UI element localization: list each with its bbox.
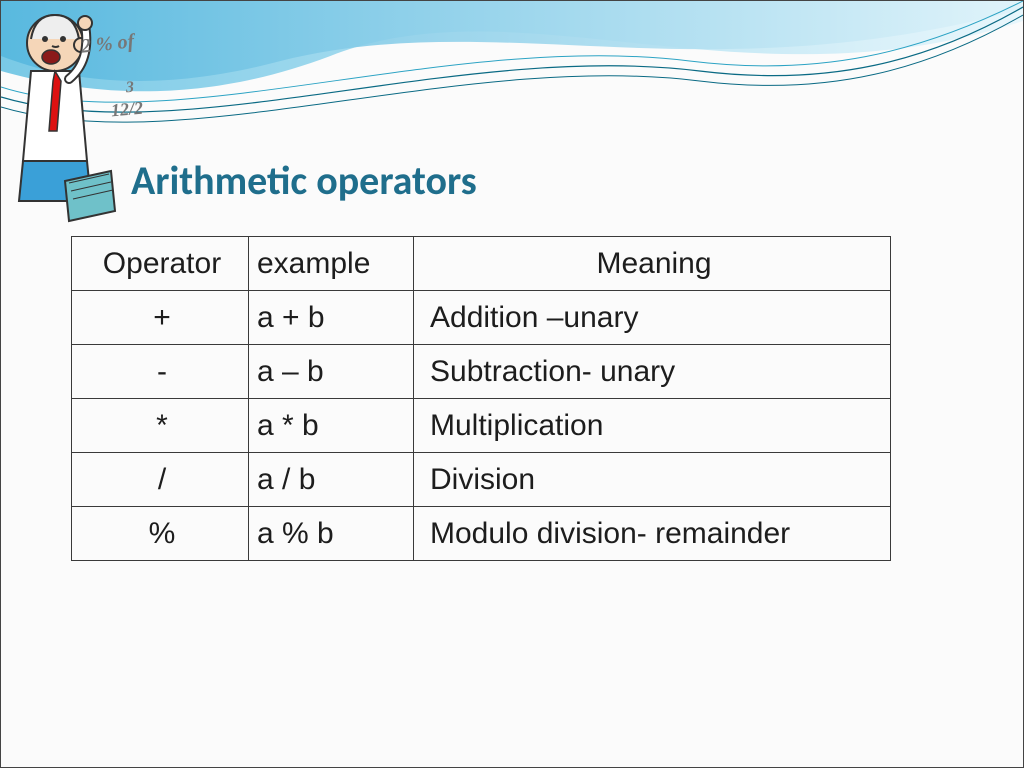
slide-title: Arithmetic operators	[131, 156, 477, 205]
cell-operator: %	[72, 507, 249, 561]
cell-operator: /	[72, 453, 249, 507]
chalk-scribble: 3	[125, 79, 134, 98]
cell-example: a * b	[249, 399, 414, 453]
col-header-meaning: Meaning	[414, 237, 891, 291]
operators-table: Operator example Meaning + a + b Additio…	[71, 236, 891, 561]
chalk-scribble: 12/2	[110, 98, 144, 122]
cell-example: a % b	[249, 507, 414, 561]
slide: 2 % of 3 12/2 Arithmetic operators Opera…	[0, 0, 1024, 768]
table-row: % a % b Modulo division- remainder	[72, 507, 891, 561]
cell-example: a / b	[249, 453, 414, 507]
cell-example: a – b	[249, 345, 414, 399]
wave-decoration	[1, 1, 1023, 161]
chalk-scribble: 2 % of	[80, 30, 135, 58]
cell-meaning: Division	[414, 453, 891, 507]
cell-example: a + b	[249, 291, 414, 345]
table-row: * a * b Multiplication	[72, 399, 891, 453]
cell-meaning: Modulo division- remainder	[414, 507, 891, 561]
table-header-row: Operator example Meaning	[72, 237, 891, 291]
table-row: - a – b Subtraction- unary	[72, 345, 891, 399]
cell-operator: *	[72, 399, 249, 453]
cell-meaning: Subtraction- unary	[414, 345, 891, 399]
col-header-operator: Operator	[72, 237, 249, 291]
col-header-example: example	[249, 237, 414, 291]
cell-meaning: Addition –unary	[414, 291, 891, 345]
cell-meaning: Multiplication	[414, 399, 891, 453]
table-row: + a + b Addition –unary	[72, 291, 891, 345]
cell-operator: +	[72, 291, 249, 345]
cell-operator: -	[72, 345, 249, 399]
table-row: / a / b Division	[72, 453, 891, 507]
